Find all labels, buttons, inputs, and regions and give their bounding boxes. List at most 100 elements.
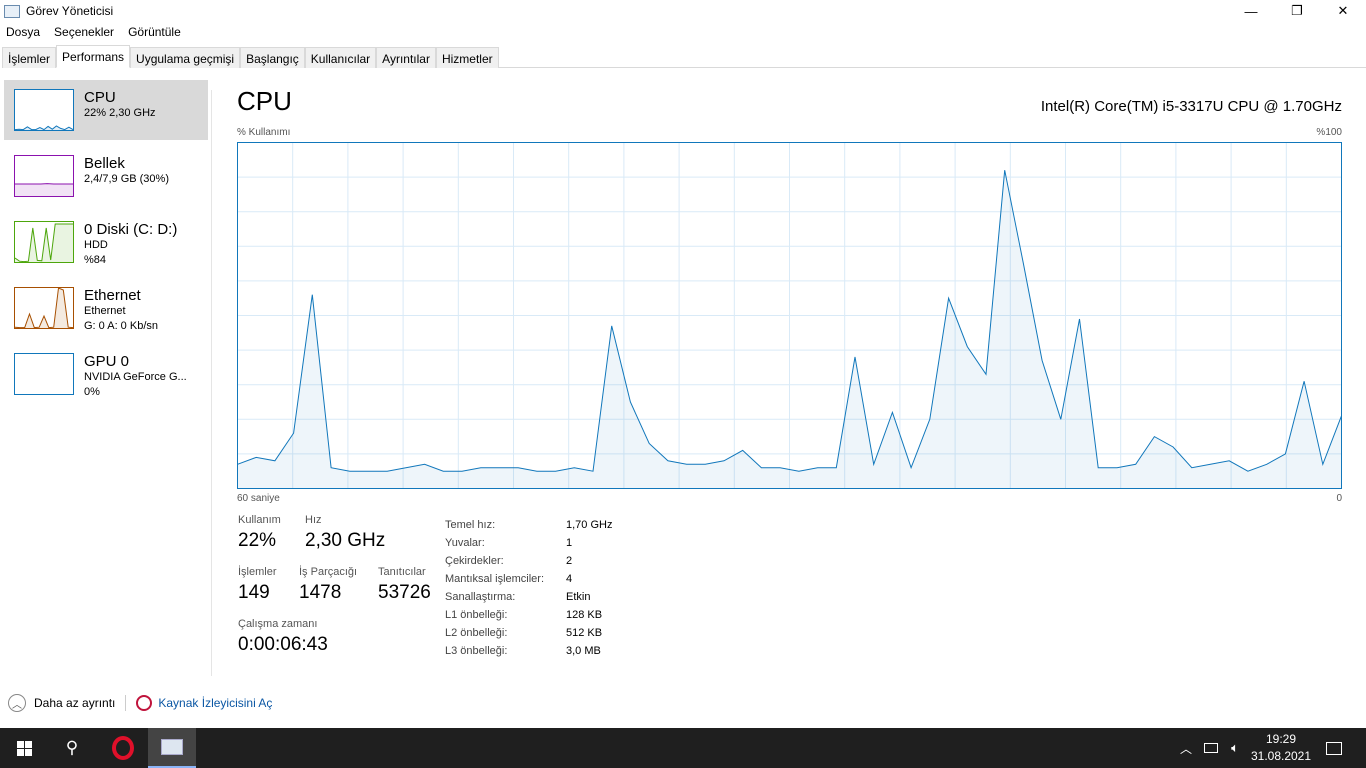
usage-line — [237, 170, 1342, 472]
start-button[interactable] — [0, 728, 48, 768]
sidebar-item-detail: 22% 2,30 GHz — [84, 107, 156, 119]
spec-label: L3 önbelleği: — [445, 645, 508, 657]
page-title: CPU — [237, 86, 292, 116]
cpu-specs: Temel hız: 1,70 GHz Yuvalar: 1 Çekirdekler: 2… — [445, 516, 612, 660]
spec-row: L2 önbelleği: 512 KB — [445, 624, 612, 642]
task-manager-taskbar-button[interactable] — [148, 728, 196, 768]
notifications-button[interactable] — [1316, 728, 1352, 768]
taskbar: ⚲ ︿ 🔈︎ 19:29 31.08.2021 — [0, 728, 1366, 768]
sidebar-item-detail2: 0% — [84, 386, 100, 398]
windows-icon — [16, 740, 32, 756]
spec-row: Mantıksal işlemciler: 4 — [445, 570, 612, 588]
cpu-panel: CPU Intel(R) Core(TM) i5-3317U CPU @ 1.7… — [237, 86, 1342, 504]
sidebar-item-detail2: G: 0 A: 0 Kb/sn — [84, 320, 158, 332]
opera-taskbar-button[interactable] — [100, 728, 146, 768]
search-icon: ⚲ — [65, 738, 79, 757]
x-axis-right: 0 — [1336, 493, 1342, 504]
resource-monitor-icon — [136, 695, 153, 711]
divider — [211, 90, 212, 676]
minimize-button[interactable]: — — [1244, 3, 1258, 19]
menu-file[interactable]: Dosya — [6, 25, 41, 39]
show-hidden-icons-button[interactable]: ︿ — [1176, 728, 1196, 768]
time: 19:29 — [1265, 732, 1297, 746]
menu-view[interactable]: Görüntüle — [128, 25, 181, 39]
clock[interactable]: 19:29 31.08.2021 — [1248, 728, 1314, 768]
sidebar-item-4[interactable]: GPU 0 NVIDIA GeForce G... 0% — [4, 344, 208, 404]
open-resource-monitor-link[interactable]: Kaynak İzleyicisini Aç — [158, 696, 273, 710]
sidebar-item-detail: NVIDIA GeForce G... — [84, 371, 187, 383]
sidebar-item-2[interactable]: 0 Diski (C: D:) HDD %84 — [4, 212, 208, 272]
tab-2[interactable]: Uygulama geçmişi — [130, 47, 241, 68]
resource-sidebar: CPU 22% 2,30 GHz Bellek 2,4/7,9 GB (30%) 0 D… — [4, 80, 208, 410]
menu-options[interactable]: Seçenekler — [54, 25, 115, 39]
tab-4[interactable]: Kullanıcılar — [304, 47, 377, 68]
footer: ︿ Daha az ayrıntı Kaynak İzleyicisini Aç — [8, 694, 272, 712]
close-button[interactable]: ✕ — [1337, 3, 1349, 18]
spec-label: Sanallaştırma: — [445, 591, 516, 603]
sidebar-item-name: GPU 0 — [84, 353, 130, 370]
spec-value: 2 — [566, 555, 573, 567]
cpu-usage-chart — [237, 142, 1342, 489]
sidebar-item-name: Ethernet — [84, 287, 141, 304]
spec-label: Mantıksal işlemciler: — [445, 573, 545, 585]
mini-graph — [14, 155, 74, 197]
spec-value: Etkin — [566, 591, 591, 603]
spec-value: 3,0 MB — [566, 645, 601, 657]
spec-row: Sanallaştırma: Etkin — [445, 588, 612, 606]
maximize-button[interactable]: ❐ — [1291, 3, 1303, 18]
divider — [125, 695, 127, 711]
spec-value: 512 KB — [566, 627, 603, 639]
chevron-up-icon[interactable]: ︿ — [8, 694, 26, 712]
spec-row: Yuvalar: 1 — [445, 534, 612, 552]
task-manager-icon — [161, 739, 183, 755]
spec-value: 4 — [566, 573, 573, 585]
chevron-up-icon: ︿ — [1179, 741, 1192, 756]
sidebar-item-detail: Ethernet — [84, 305, 126, 317]
tab-0[interactable]: İşlemler — [2, 47, 57, 68]
tab-1[interactable]: Performans — [56, 45, 131, 68]
tab-bar: İşlemler Performans Uygulama geçmişi Başlan… — [2, 45, 1366, 68]
usage-value: 22% — [238, 530, 277, 551]
spec-value: 1 — [566, 537, 573, 549]
tab-5[interactable]: Ayrıntılar — [376, 47, 436, 68]
chart-border — [237, 142, 1342, 489]
spec-label: Çekirdekler: — [445, 555, 504, 567]
date: 31.08.2021 — [1250, 749, 1312, 763]
sidebar-item-0[interactable]: CPU 22% 2,30 GHz — [4, 80, 208, 140]
usage-area — [237, 170, 1342, 489]
mini-graph — [14, 353, 74, 395]
spec-row: L1 önbelleği: 128 KB — [445, 606, 612, 624]
mini-graph — [14, 287, 74, 329]
y-axis-max: %100 — [1316, 127, 1342, 138]
sidebar-item-1[interactable]: Bellek 2,4/7,9 GB (30%) — [4, 146, 208, 206]
threads-label: İş Parçacığı — [299, 566, 358, 578]
search-button[interactable]: ⚲ — [48, 728, 96, 768]
processes-label: İşlemler — [238, 566, 277, 578]
processes-value: 149 — [238, 582, 270, 603]
cpu-model: Intel(R) Core(TM) i5-3317U CPU @ 1.70GHz — [1040, 98, 1342, 115]
threads-value: 1478 — [299, 582, 342, 603]
uptime-value: 0:00:06:43 — [238, 634, 328, 655]
speed-value: 2,30 GHz — [305, 530, 386, 551]
y-axis-label: % Kullanımı — [237, 127, 291, 138]
network-icon[interactable] — [1200, 728, 1222, 768]
uptime-label: Çalışma zamanı — [238, 618, 318, 630]
sidebar-item-detail: HDD — [84, 239, 108, 251]
spec-row: Çekirdekler: 2 — [445, 552, 612, 570]
tab-3[interactable]: Başlangıç — [240, 47, 305, 68]
speed-label: Hız — [305, 514, 322, 526]
spec-row: Temel hız: 1,70 GHz — [445, 516, 612, 534]
handles-label: Tanıtıcılar — [378, 566, 426, 578]
spec-row: L3 önbelleği: 3,0 MB — [445, 642, 612, 660]
sidebar-item-name: CPU — [84, 89, 116, 106]
title-bar: Görev Yöneticisi — [0, 0, 1366, 22]
sidebar-item-3[interactable]: Ethernet Ethernet G: 0 A: 0 Kb/sn — [4, 278, 208, 338]
menu-bar: Dosya Seçenekler Görüntüle — [0, 22, 1366, 42]
spec-label: L1 önbelleği: — [445, 609, 508, 621]
fewer-details-link[interactable]: Daha az ayrıntı — [34, 696, 116, 710]
volume-icon[interactable]: 🔈︎ — [1231, 740, 1239, 755]
spec-value: 128 KB — [566, 609, 603, 621]
usage-label: Kullanım — [238, 514, 281, 526]
notification-icon — [1326, 741, 1342, 755]
tab-6[interactable]: Hizmetler — [435, 47, 499, 68]
